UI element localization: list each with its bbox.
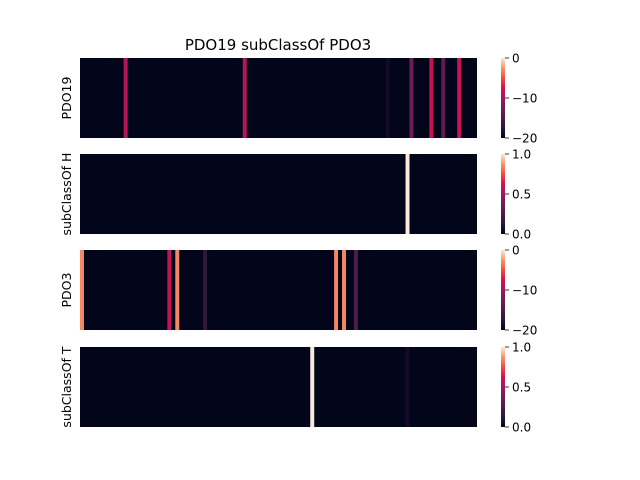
heatmap-cell bbox=[175, 250, 180, 330]
heatmap-background bbox=[80, 154, 477, 234]
colorbar-tick-label: 0.5 bbox=[512, 381, 531, 395]
colorbar-tick-label: −20 bbox=[512, 132, 537, 146]
heatmap-cell bbox=[342, 250, 346, 330]
heatmap-cell bbox=[429, 58, 434, 138]
colorbar-tick-label: 1.0 bbox=[512, 148, 531, 162]
heatmap-panels: PDO19 0 −10 −20 subClassOf H 1.0 0.5 0.0 PDO3 0 −1… bbox=[59, 52, 537, 435]
colorbar-tick-label: 0.0 bbox=[512, 421, 531, 435]
panel-ylabel: subClassOf T bbox=[59, 346, 74, 427]
heatmap-cell bbox=[203, 250, 208, 330]
colorbar-tick-label: 0.5 bbox=[512, 188, 531, 202]
colorbar-tick-label: −10 bbox=[512, 284, 537, 298]
colorbar bbox=[501, 347, 505, 427]
heatmap-panel: subClassOf H 1.0 0.5 0.0 bbox=[59, 148, 531, 242]
colorbar-tick-label: 1.0 bbox=[512, 341, 531, 355]
heatmap-panel: PDO3 0 −10 −20 bbox=[59, 244, 537, 338]
colorbar bbox=[501, 250, 505, 330]
panel-ylabel: subClassOf H bbox=[59, 153, 74, 236]
colorbar bbox=[501, 58, 505, 138]
chart-title: PDO19 subClassOf PDO3 bbox=[185, 36, 371, 54]
heatmap-cell bbox=[334, 250, 339, 330]
heatmap-cell bbox=[385, 58, 390, 138]
heatmap-cell bbox=[310, 347, 315, 427]
heatmap-cell bbox=[457, 58, 462, 138]
colorbar-tick-label: 0.0 bbox=[512, 228, 531, 242]
colorbar-tick-label: 0 bbox=[512, 244, 520, 258]
colorbar bbox=[501, 154, 505, 234]
heatmap-cell bbox=[242, 58, 247, 138]
heatmap-cell bbox=[353, 250, 358, 330]
panel-ylabel: PDO19 bbox=[59, 77, 74, 120]
heatmap-background bbox=[80, 58, 477, 138]
colorbar-tick-label: −10 bbox=[512, 92, 537, 106]
heatmap-cell bbox=[167, 250, 172, 330]
heatmap-cell bbox=[409, 58, 414, 138]
heatmap-cell bbox=[405, 154, 410, 234]
heatmap-cell bbox=[441, 58, 446, 138]
heatmap-panel: subClassOf T 1.0 0.5 0.0 bbox=[59, 341, 531, 435]
heatmap-background bbox=[80, 250, 477, 330]
heatmap-cell bbox=[405, 347, 410, 427]
heatmap-cell bbox=[123, 58, 128, 138]
panel-ylabel: PDO3 bbox=[59, 273, 74, 308]
heatmap-background bbox=[80, 347, 477, 427]
heatmap-cell bbox=[80, 250, 84, 330]
colorbar-tick-label: 0 bbox=[512, 52, 520, 66]
heatmap-panel: PDO19 0 −10 −20 bbox=[59, 52, 537, 146]
colorbar-tick-label: −20 bbox=[512, 324, 537, 338]
